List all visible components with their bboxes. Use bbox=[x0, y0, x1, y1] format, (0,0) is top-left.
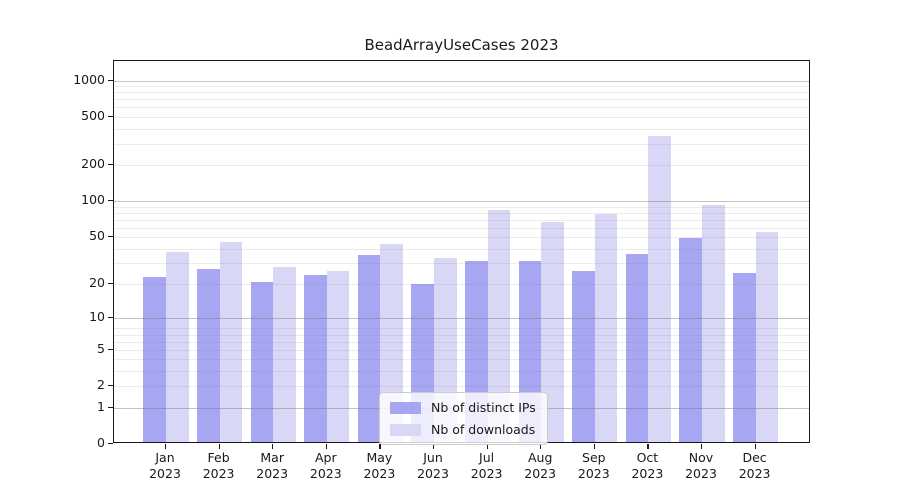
y-tick-mark bbox=[108, 282, 113, 284]
x-tick-label: Aug 2023 bbox=[524, 450, 557, 481]
y-tick-label: 0 bbox=[97, 435, 105, 450]
legend-swatch-distinct-ips bbox=[390, 401, 421, 414]
bar-distinct-ips bbox=[250, 281, 274, 442]
bar-distinct-ips bbox=[197, 268, 220, 442]
bar-downloads bbox=[541, 221, 564, 442]
y-tick-mark bbox=[108, 164, 113, 166]
x-tick-label: Oct 2023 bbox=[631, 450, 664, 481]
x-tick-label: Jul 2023 bbox=[470, 450, 503, 481]
x-tick-label: Dec 2023 bbox=[738, 450, 771, 481]
bar-distinct-ips bbox=[572, 270, 595, 442]
x-tick-label: Nov 2023 bbox=[685, 450, 717, 481]
x-tick-mark bbox=[218, 444, 220, 449]
bar-distinct-ips bbox=[304, 274, 327, 442]
bar-downloads bbox=[487, 209, 511, 442]
y-tick-mark bbox=[108, 236, 113, 238]
x-tick-mark bbox=[701, 444, 703, 449]
x-tick-mark bbox=[754, 444, 756, 449]
bar-distinct-ips bbox=[357, 255, 381, 442]
legend: Nb of distinct IPs Nb of downloads bbox=[379, 392, 548, 445]
y-tick-label: 2 bbox=[97, 377, 105, 393]
y-tick-label: 100 bbox=[81, 192, 105, 208]
x-tick-label: Apr 2023 bbox=[309, 450, 342, 481]
x-tick-mark bbox=[272, 444, 274, 449]
y-tick-mark bbox=[108, 406, 113, 408]
bar-downloads bbox=[166, 252, 189, 442]
bar-downloads bbox=[326, 270, 350, 442]
legend-label-distinct-ips: Nb of distinct IPs bbox=[431, 400, 536, 415]
bar-distinct-ips bbox=[679, 238, 702, 442]
x-tick-mark bbox=[486, 444, 488, 449]
y-tick-mark bbox=[108, 443, 113, 445]
y-tick-label: 10 bbox=[89, 308, 105, 324]
plot-area bbox=[113, 60, 810, 443]
x-tick-label: May 2023 bbox=[363, 450, 396, 481]
x-tick-label: Jun 2023 bbox=[417, 450, 449, 481]
x-tick-mark bbox=[647, 444, 649, 449]
legend-item-downloads: Nb of downloads bbox=[390, 422, 536, 437]
x-tick-label: Jan 2023 bbox=[149, 450, 181, 481]
chart-title: BeadArrayUseCases 2023 bbox=[364, 36, 559, 54]
x-tick-label: Sep 2023 bbox=[577, 450, 610, 481]
legend-item-distinct-ips: Nb of distinct IPs bbox=[390, 400, 536, 415]
y-tick-mark bbox=[108, 200, 113, 202]
x-tick-mark bbox=[593, 444, 595, 449]
x-tick-mark bbox=[379, 444, 381, 449]
x-tick-label: Mar 2023 bbox=[256, 450, 289, 481]
bar-downloads bbox=[755, 232, 779, 442]
bar-distinct-ips bbox=[625, 253, 649, 442]
y-tick-mark bbox=[108, 385, 113, 387]
y-tick-label: 5 bbox=[97, 340, 105, 356]
y-tick-label: 500 bbox=[81, 107, 105, 123]
x-tick-mark bbox=[325, 444, 327, 449]
bar-downloads bbox=[648, 136, 671, 442]
bar-downloads bbox=[219, 241, 243, 442]
y-tick-label: 1000 bbox=[73, 71, 105, 87]
bar-distinct-ips bbox=[733, 272, 756, 442]
y-tick-mark bbox=[108, 115, 113, 118]
y-tick-mark bbox=[108, 348, 113, 350]
y-tick-label: 1 bbox=[97, 398, 105, 414]
y-tick-label: 50 bbox=[89, 228, 105, 244]
x-tick-mark bbox=[433, 444, 435, 449]
bar-distinct-ips bbox=[143, 277, 166, 442]
x-tick-mark bbox=[540, 444, 542, 449]
x-tick-label: Feb 2023 bbox=[202, 450, 235, 481]
y-tick-mark bbox=[108, 316, 113, 318]
x-tick-mark bbox=[165, 444, 167, 449]
legend-swatch-downloads bbox=[390, 423, 421, 436]
bar-downloads bbox=[702, 204, 725, 442]
bar-downloads bbox=[273, 266, 296, 442]
legend-label-downloads: Nb of downloads bbox=[431, 422, 536, 437]
y-tick-label: 200 bbox=[81, 156, 105, 171]
y-tick-label: 20 bbox=[89, 274, 105, 290]
y-tick-mark bbox=[108, 79, 113, 81]
bars-layer bbox=[114, 61, 809, 442]
bar-downloads bbox=[594, 214, 618, 442]
